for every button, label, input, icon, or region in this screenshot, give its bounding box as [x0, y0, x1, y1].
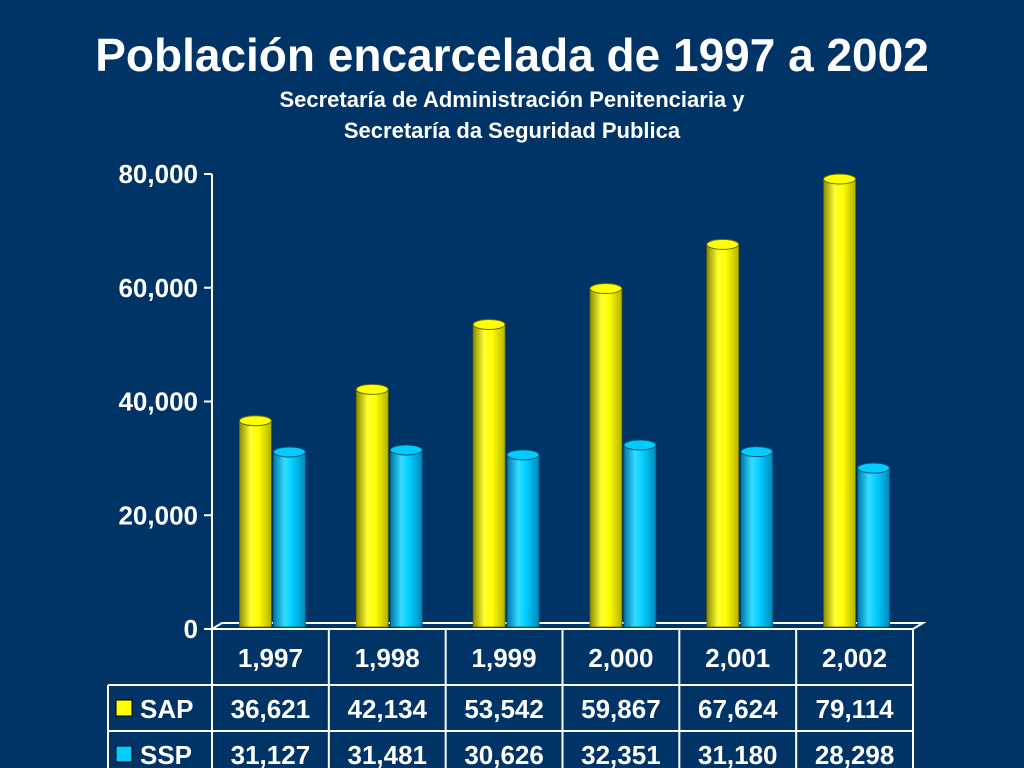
- bar-top-ssp-1998: [389, 444, 423, 456]
- data-label-ssp: 31,127: [231, 740, 311, 768]
- bar-ssp-2000: [623, 444, 657, 628]
- bar-ssp-1997: [273, 451, 306, 628]
- bar-top-sap-1999: [472, 318, 506, 330]
- bar-top-ssp-1997: [272, 446, 306, 458]
- x-tick-label: 2,002: [822, 643, 887, 673]
- legend-swatch-ssp: [115, 745, 133, 763]
- x-tick-label: 2,001: [705, 643, 770, 673]
- data-label-ssp: 28,298: [815, 740, 895, 768]
- data-label-sap: 59,867: [581, 694, 661, 724]
- legend-swatch-sap: [115, 699, 133, 717]
- bar-top-ssp-2000: [623, 439, 657, 451]
- bar-top-sap-2002: [823, 173, 857, 185]
- y-tick-label: 60,000: [118, 273, 198, 303]
- data-label-sap: 36,621: [231, 694, 311, 724]
- data-label-ssp: 31,180: [698, 740, 778, 768]
- data-label-sap: 53,542: [464, 694, 544, 724]
- bar-sap-2000: [589, 288, 623, 628]
- y-tick-label: 20,000: [118, 500, 198, 530]
- bar-top-sap-2001: [706, 238, 740, 250]
- chart-subtitle-line2: Secretaría da Seguridad Publica: [343, 118, 681, 143]
- bar-sap-1999: [472, 324, 506, 628]
- data-label-sap: 67,624: [698, 694, 778, 724]
- data-label-sap: 42,134: [347, 694, 427, 724]
- chart-subtitle-line1: Secretaría de Administración Penitenciar…: [279, 87, 745, 112]
- x-tick-label: 1,997: [238, 643, 303, 673]
- bar-top-sap-1998: [355, 383, 389, 395]
- bar-ssp-1999: [506, 454, 540, 628]
- data-label-ssp: 31,481: [347, 740, 427, 768]
- bar-ssp-2001: [740, 451, 774, 628]
- bar-sap-2001: [706, 243, 740, 628]
- y-tick-label: 0: [184, 614, 198, 644]
- chart-title: Población encarcelada de 1997 a 2002: [95, 29, 929, 81]
- bar-top-sap-1997: [238, 415, 272, 427]
- bar-sap-1997: [239, 420, 272, 628]
- bar-sap-1998: [355, 388, 389, 628]
- data-label-ssp: 30,626: [464, 740, 544, 768]
- legend-label-ssp: SSP: [140, 740, 192, 768]
- bar-ssp-1998: [389, 449, 423, 628]
- legend-label-sap: SAP: [140, 694, 193, 724]
- data-label-ssp: 32,351: [581, 740, 661, 768]
- x-tick-label: 1,999: [472, 643, 537, 673]
- x-tick-label: 1,998: [355, 643, 420, 673]
- bar-sap-2002: [823, 178, 856, 628]
- y-tick-label: 80,000: [118, 159, 198, 189]
- bar-top-ssp-1999: [506, 449, 540, 461]
- bar-top-ssp-2001: [740, 446, 774, 458]
- x-tick-label: 2,000: [588, 643, 653, 673]
- bar-ssp-2002: [857, 467, 890, 628]
- data-label-sap: 79,114: [816, 694, 895, 724]
- bar-top-sap-2000: [589, 283, 623, 295]
- bar-top-ssp-2002: [857, 462, 891, 474]
- y-tick-label: 40,000: [118, 387, 198, 417]
